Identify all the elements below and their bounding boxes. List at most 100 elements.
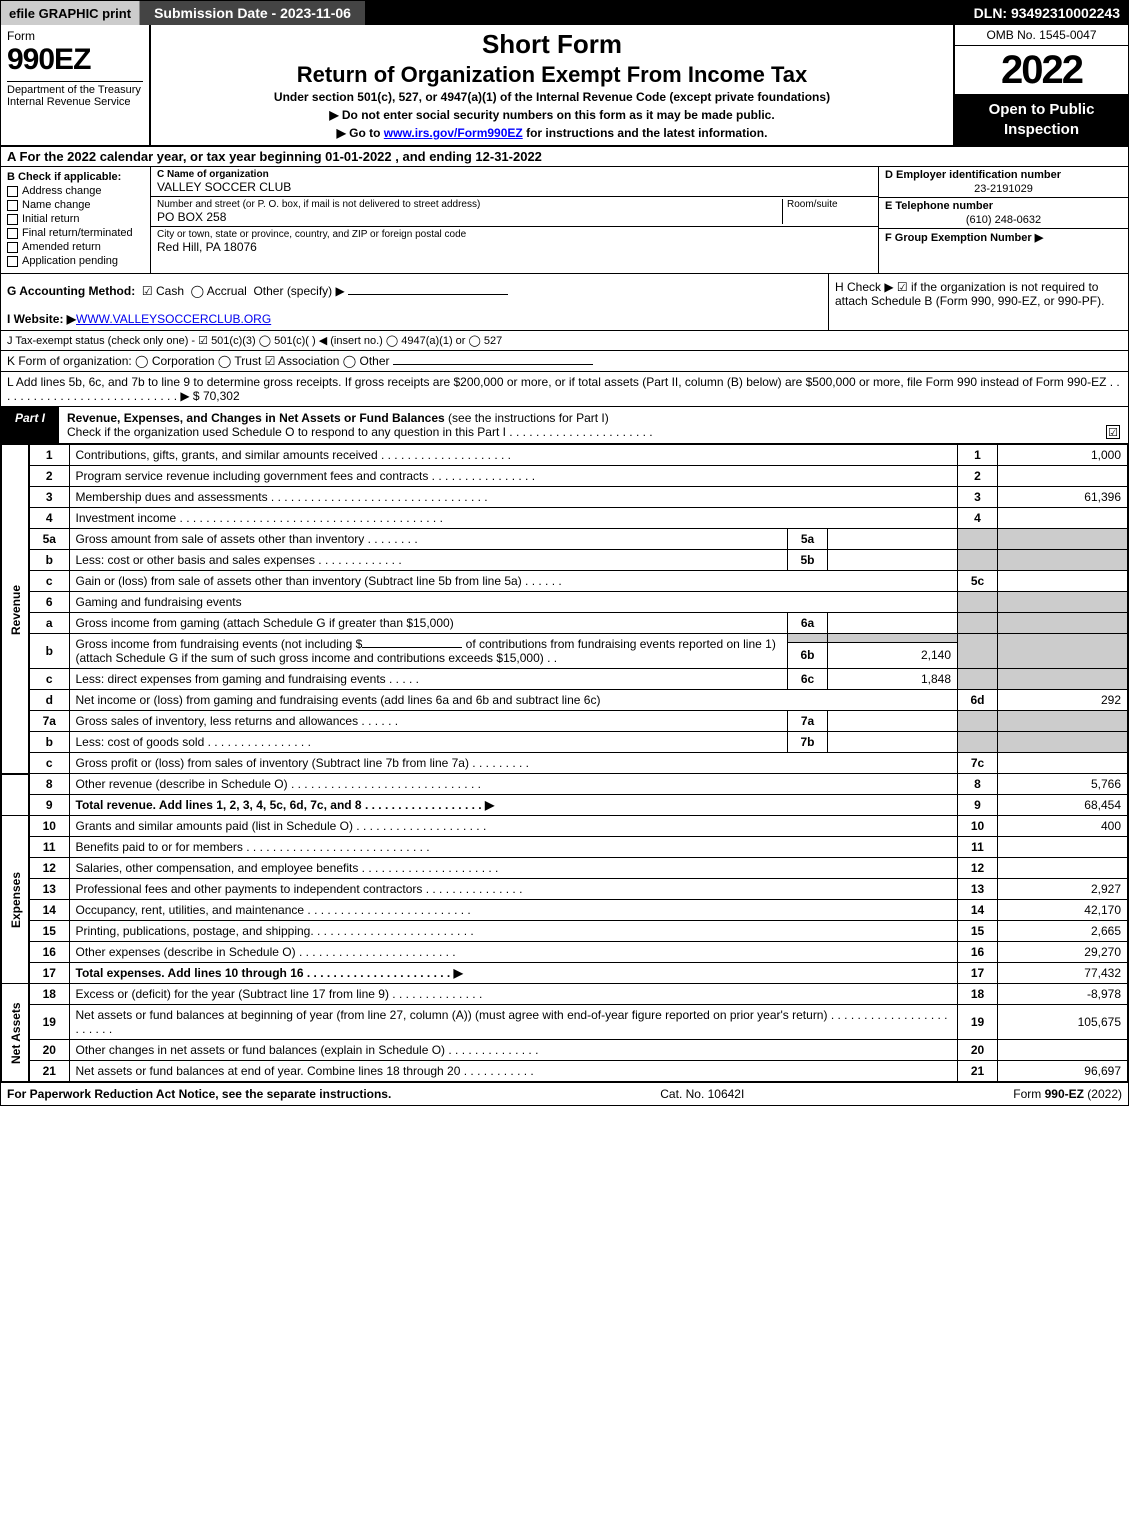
i-label: I Website: ▶ (7, 312, 76, 326)
website-row: I Website: ▶WWW.VALLEYSOCCERCLUB.ORG (7, 312, 822, 326)
sub-box: 6c (788, 669, 828, 690)
gray-cell (788, 634, 828, 643)
k-text: K Form of organization: ◯ Corporation ◯ … (7, 354, 390, 368)
sub-amount (828, 529, 958, 550)
website-link[interactable]: WWW.VALLEYSOCCERCLUB.ORG (76, 312, 271, 326)
chk-final-return[interactable]: Final return/terminated (7, 227, 144, 239)
sub-amount (828, 732, 958, 753)
line-num: 8 (29, 774, 69, 795)
org-name-value: VALLEY SOCCER CLUB (157, 180, 872, 194)
line-num: 18 (29, 984, 69, 1005)
ein-value: 23-2191029 (885, 183, 1122, 195)
column-G: G Accounting Method: ☑ Cash ◯ Accrual Ot… (1, 274, 828, 330)
line-ref: 13 (958, 879, 998, 900)
goto-pre: ▶ Go to (337, 126, 384, 140)
line-amount: -8,978 (998, 984, 1128, 1005)
line-L-gross-receipts: L Add lines 5b, 6c, and 7b to line 9 to … (1, 372, 1128, 407)
cash-checkbox-icon: ☑ (142, 284, 153, 298)
line-num: 19 (29, 1005, 69, 1040)
gray-cell (958, 613, 998, 634)
expenses-vertical-label: Expenses (2, 816, 30, 984)
other-label: Other (specify) ▶ (253, 284, 344, 298)
line-text: Less: direct expenses from gaming and fu… (69, 669, 788, 690)
chk-label: Application pending (22, 255, 118, 267)
other-org-line (393, 364, 593, 365)
line-text: Gross income from fundraising events (no… (69, 634, 788, 669)
gray-cell (958, 592, 998, 613)
chk-amended-return[interactable]: Amended return (7, 241, 144, 253)
line-text: Net assets or fund balances at beginning… (69, 1005, 958, 1040)
chk-name-change[interactable]: Name change (7, 199, 144, 211)
page-footer: For Paperwork Reduction Act Notice, see … (1, 1082, 1128, 1105)
gray-cell (958, 529, 998, 550)
form-number: 990EZ (7, 43, 143, 77)
line-text: Net assets or fund balances at end of ye… (69, 1061, 958, 1082)
line-text: Investment income . . . . . . . . . . . … (69, 508, 958, 529)
chk-initial-return[interactable]: Initial return (7, 213, 144, 225)
line-amount: 77,432 (998, 963, 1128, 984)
line-text: Net income or (loss) from gaming and fun… (69, 690, 958, 711)
line-A-tax-year: A For the 2022 calendar year, or tax yea… (1, 147, 1128, 167)
line-amount (998, 753, 1128, 774)
chk-address-change[interactable]: Address change (7, 185, 144, 197)
short-form-title: Short Form (157, 29, 947, 60)
line-text: Other revenue (describe in Schedule O) .… (69, 774, 958, 795)
efile-print-button[interactable]: efile GRAPHIC print (1, 1, 139, 25)
header-left: Form 990EZ Department of the Treasury In… (1, 25, 151, 145)
footer-right: Form 990-EZ (2022) (1013, 1087, 1122, 1101)
header-center: Short Form Return of Organization Exempt… (151, 25, 953, 145)
line-text: Gross amount from sale of assets other t… (69, 529, 788, 550)
line-num: 20 (29, 1040, 69, 1061)
line-ref: 10 (958, 816, 998, 837)
line-text: Gross profit or (loss) from sales of inv… (69, 753, 958, 774)
netassets-vertical-label: Net Assets (2, 984, 30, 1082)
line-ref: 11 (958, 837, 998, 858)
line-text: Contributions, gifts, grants, and simila… (69, 445, 958, 466)
line-ref: 2 (958, 466, 998, 487)
column-DEF: D Employer identification number 23-2191… (878, 167, 1128, 273)
chk-application-pending[interactable]: Application pending (7, 255, 144, 267)
column-C-org-info: C Name of organization VALLEY SOCCER CLU… (151, 167, 878, 273)
gray-cell (958, 550, 998, 571)
line-num: c (29, 571, 69, 592)
column-H: H Check ▶ ☑ if the organization is not r… (828, 274, 1128, 330)
gray-cell (958, 634, 998, 669)
gray-cell (998, 732, 1128, 753)
irs-link[interactable]: www.irs.gov/Form990EZ (384, 126, 523, 140)
part1-title: Revenue, Expenses, and Changes in Net As… (67, 411, 448, 425)
sub-box: 5b (788, 550, 828, 571)
sub-box: 6b (788, 642, 828, 668)
line-amount (998, 466, 1128, 487)
gray-cell (998, 529, 1128, 550)
sub-amount (828, 711, 958, 732)
line-amount: 96,697 (998, 1061, 1128, 1082)
line-amount: 42,170 (998, 900, 1128, 921)
line-text: Total expenses. Add lines 10 through 16 … (69, 963, 958, 984)
chk-label: Address change (22, 185, 102, 197)
line-amount (998, 1040, 1128, 1061)
form-990ez-page: efile GRAPHIC print Submission Date - 20… (0, 0, 1129, 1106)
gray-cell (828, 634, 958, 643)
line-text: Less: cost of goods sold . . . . . . . .… (69, 732, 788, 753)
dln-label: DLN: 93492310002243 (974, 5, 1128, 21)
line-num: 4 (29, 508, 69, 529)
line-text: Gross income from gaming (attach Schedul… (69, 613, 788, 634)
line-num: 7a (29, 711, 69, 732)
line-text: Other changes in net assets or fund bala… (69, 1040, 958, 1061)
line-text: Salaries, other compensation, and employ… (69, 858, 958, 879)
chk-label: Initial return (22, 213, 79, 225)
sub-amount: 1,848 (828, 669, 958, 690)
line-ref: 3 (958, 487, 998, 508)
checkbox-icon (7, 228, 18, 239)
line-num: 1 (29, 445, 69, 466)
line-amount (998, 858, 1128, 879)
subtitle: Under section 501(c), 527, or 4947(a)(1)… (157, 90, 947, 104)
gray-cell (958, 711, 998, 732)
line-text: Benefits paid to or for members . . . . … (69, 837, 958, 858)
line-num: c (29, 753, 69, 774)
line-ref: 7c (958, 753, 998, 774)
chk-label: Final return/terminated (22, 227, 133, 239)
street-value: PO BOX 258 (157, 210, 782, 224)
line-amount: 5,766 (998, 774, 1128, 795)
line-ref: 5c (958, 571, 998, 592)
